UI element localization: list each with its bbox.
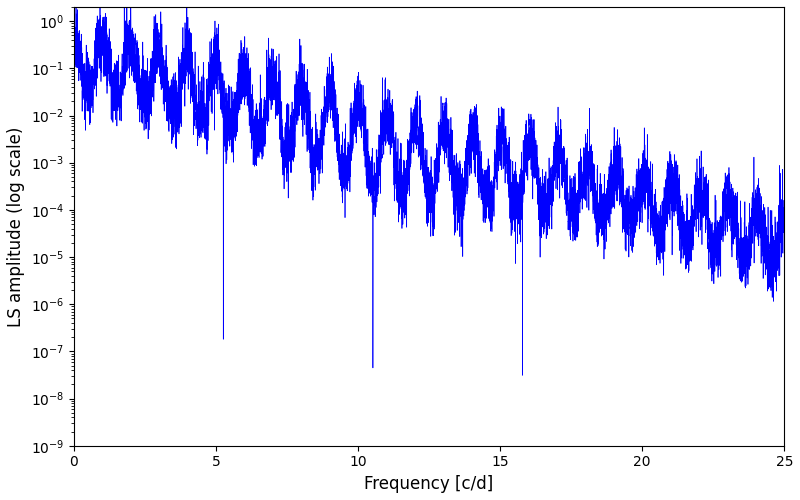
Y-axis label: LS amplitude (log scale): LS amplitude (log scale): [7, 126, 25, 326]
X-axis label: Frequency [c/d]: Frequency [c/d]: [364, 475, 494, 493]
